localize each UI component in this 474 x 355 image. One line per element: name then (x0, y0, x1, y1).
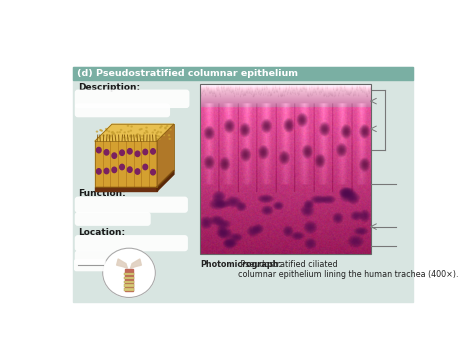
Ellipse shape (169, 138, 170, 139)
Text: Pseudostratified ciliated
columnar epithelium lining the human trachea (400×).: Pseudostratified ciliated columnar epith… (237, 260, 458, 279)
Bar (73, 67, 413, 302)
Ellipse shape (151, 149, 155, 154)
FancyBboxPatch shape (75, 197, 188, 213)
FancyBboxPatch shape (74, 259, 106, 271)
Bar (124, 288, 134, 290)
Ellipse shape (109, 136, 110, 137)
Ellipse shape (170, 129, 171, 130)
Ellipse shape (146, 127, 147, 128)
FancyBboxPatch shape (75, 235, 188, 251)
Ellipse shape (96, 147, 101, 153)
Ellipse shape (112, 167, 117, 173)
Ellipse shape (165, 127, 166, 128)
Ellipse shape (136, 135, 137, 136)
Bar (124, 284, 134, 287)
Bar (95, 187, 157, 191)
Ellipse shape (141, 138, 143, 139)
Ellipse shape (96, 131, 98, 132)
Ellipse shape (129, 135, 130, 136)
Ellipse shape (104, 150, 109, 155)
Ellipse shape (113, 133, 114, 134)
Ellipse shape (130, 130, 131, 131)
Bar (124, 273, 134, 275)
Ellipse shape (157, 138, 158, 139)
Ellipse shape (156, 135, 157, 136)
Ellipse shape (136, 136, 137, 137)
Ellipse shape (128, 131, 129, 132)
Ellipse shape (124, 137, 125, 138)
Polygon shape (130, 259, 141, 268)
Ellipse shape (158, 136, 159, 137)
Bar (125, 269, 133, 290)
Ellipse shape (135, 151, 140, 157)
Text: Location:: Location: (78, 228, 125, 236)
Ellipse shape (128, 167, 132, 172)
Ellipse shape (151, 169, 155, 175)
Ellipse shape (96, 169, 101, 174)
Bar (124, 280, 134, 283)
Polygon shape (95, 124, 174, 141)
Ellipse shape (154, 130, 155, 131)
Ellipse shape (131, 136, 132, 137)
Ellipse shape (143, 149, 147, 155)
FancyBboxPatch shape (75, 251, 143, 264)
Ellipse shape (127, 138, 128, 139)
Ellipse shape (112, 153, 117, 158)
Ellipse shape (128, 149, 132, 154)
Bar (124, 277, 134, 279)
FancyBboxPatch shape (75, 89, 190, 108)
Ellipse shape (120, 150, 124, 155)
Ellipse shape (117, 132, 118, 133)
Ellipse shape (124, 132, 125, 133)
Ellipse shape (120, 164, 124, 170)
Ellipse shape (104, 168, 109, 174)
Ellipse shape (146, 132, 148, 133)
Bar (201, 84, 371, 253)
Ellipse shape (152, 132, 154, 133)
Ellipse shape (161, 126, 162, 127)
Ellipse shape (163, 135, 164, 136)
Ellipse shape (139, 129, 140, 130)
Polygon shape (117, 259, 128, 268)
Text: (d) Pseudostratified columnar epithelium: (d) Pseudostratified columnar epithelium (77, 69, 298, 78)
Ellipse shape (111, 132, 113, 133)
Ellipse shape (101, 130, 102, 131)
Ellipse shape (109, 137, 110, 138)
Text: Function:: Function: (78, 189, 126, 198)
Ellipse shape (168, 135, 170, 136)
Ellipse shape (131, 135, 132, 136)
Ellipse shape (159, 138, 160, 139)
Ellipse shape (141, 129, 142, 130)
Ellipse shape (157, 131, 159, 132)
Polygon shape (95, 141, 157, 187)
Bar (73, 67, 413, 80)
Ellipse shape (103, 248, 155, 297)
Ellipse shape (106, 130, 108, 131)
Ellipse shape (165, 128, 166, 129)
FancyBboxPatch shape (75, 212, 151, 226)
Ellipse shape (113, 133, 115, 134)
Ellipse shape (160, 132, 162, 133)
Polygon shape (157, 170, 174, 191)
Ellipse shape (130, 136, 131, 137)
Ellipse shape (131, 126, 132, 127)
Text: Description:: Description: (78, 83, 140, 92)
Ellipse shape (103, 135, 104, 136)
Ellipse shape (99, 137, 100, 138)
Text: Photomicrograph:: Photomicrograph: (201, 260, 282, 269)
Ellipse shape (135, 169, 140, 174)
FancyBboxPatch shape (75, 103, 170, 117)
Ellipse shape (143, 164, 147, 170)
Ellipse shape (137, 134, 138, 135)
Polygon shape (157, 124, 174, 187)
Ellipse shape (160, 127, 161, 128)
